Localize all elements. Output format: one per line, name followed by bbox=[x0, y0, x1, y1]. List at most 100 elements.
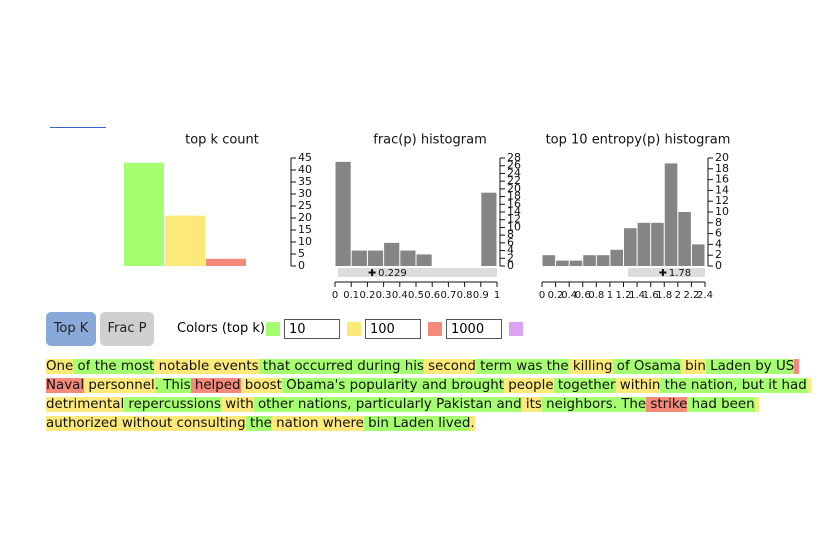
token: term bbox=[475, 359, 512, 374]
token: together bbox=[553, 378, 616, 393]
histogram-bar bbox=[610, 249, 623, 266]
x-tick-label: 1.6 bbox=[643, 290, 659, 301]
x-tick-label: 0.5 bbox=[408, 290, 424, 301]
chart-title: frac(p) histogram bbox=[373, 133, 486, 148]
median-label: 0.229 bbox=[378, 268, 407, 279]
token: events bbox=[209, 359, 259, 374]
token: US bbox=[771, 359, 795, 374]
token: was bbox=[511, 359, 543, 374]
token: Laden bbox=[388, 416, 435, 431]
token: Laden bbox=[705, 359, 752, 374]
token: , bbox=[347, 397, 352, 412]
threshold-input[interactable]: 100 bbox=[365, 319, 421, 339]
token: the bbox=[90, 359, 117, 374]
token: , bbox=[733, 378, 738, 393]
bar bbox=[165, 215, 205, 266]
token: people bbox=[503, 378, 554, 393]
token: by bbox=[751, 359, 772, 374]
range-bar bbox=[628, 268, 705, 277]
token: 's bbox=[334, 378, 346, 393]
y-tick-label: 25 bbox=[298, 199, 312, 212]
y-tick-label: 28 bbox=[507, 151, 521, 164]
x-tick-label: 1 bbox=[494, 290, 500, 301]
token: the bbox=[245, 416, 272, 431]
y-tick-label: 15 bbox=[298, 223, 312, 236]
token: his bbox=[400, 359, 424, 374]
threshold-input[interactable]: 10 bbox=[284, 319, 340, 339]
histogram-bar bbox=[351, 250, 367, 266]
histogram-bar bbox=[596, 255, 610, 266]
token: boost bbox=[240, 378, 282, 393]
x-tick-label: 1 bbox=[607, 290, 613, 301]
token-text: One of the most notable events that occu… bbox=[46, 357, 818, 433]
x-tick-label: 0.2 bbox=[548, 290, 564, 301]
token: but bbox=[737, 378, 765, 393]
token: its bbox=[521, 397, 542, 412]
x-tick-label: 0.7 bbox=[440, 290, 456, 301]
y-tick-label: 6 bbox=[507, 236, 514, 249]
token: One bbox=[46, 359, 74, 374]
bar bbox=[206, 258, 246, 266]
median-marker bbox=[661, 269, 664, 276]
x-tick-label: 2 bbox=[675, 290, 681, 301]
x-tick-label: 1.4 bbox=[629, 290, 645, 301]
token: Osama bbox=[629, 359, 681, 374]
token: during bbox=[352, 359, 401, 374]
button[interactable]: Frac P bbox=[100, 312, 154, 346]
token: without bbox=[117, 416, 173, 431]
y-tick-label: 4 bbox=[507, 244, 514, 257]
histogram-bar bbox=[651, 222, 664, 266]
histogram-bar bbox=[569, 260, 583, 266]
token: . bbox=[154, 378, 159, 393]
token: lived bbox=[434, 416, 471, 431]
chart-title: top 10 entropy(p) histogram bbox=[546, 133, 731, 148]
threshold-input[interactable]: 1000 bbox=[446, 319, 502, 339]
token: brought bbox=[447, 378, 504, 393]
range-bar bbox=[338, 268, 497, 277]
token: consulting bbox=[172, 416, 246, 431]
y-tick-label: 0 bbox=[298, 259, 305, 272]
color-swatch bbox=[266, 322, 280, 336]
x-tick-label: 0.3 bbox=[376, 290, 392, 301]
token: where bbox=[318, 416, 364, 431]
token: . bbox=[470, 416, 475, 431]
token: popularity bbox=[345, 378, 418, 393]
histogram-bar bbox=[335, 161, 351, 266]
token: and bbox=[417, 378, 448, 393]
token: nation bbox=[271, 416, 319, 431]
y-tick-label: 40 bbox=[298, 163, 312, 176]
token: helped bbox=[190, 378, 241, 393]
y-tick-label: 8 bbox=[507, 228, 514, 241]
token: killing bbox=[568, 359, 613, 374]
y-tick-label: 22 bbox=[507, 174, 521, 187]
y-tick-label: 26 bbox=[507, 159, 521, 172]
x-tick-label: 0.2 bbox=[359, 290, 375, 301]
x-tick-label: 0 bbox=[332, 290, 338, 301]
token: second bbox=[423, 359, 476, 374]
token: of bbox=[73, 359, 91, 374]
x-tick-label: 0.8 bbox=[588, 290, 604, 301]
x-tick-label: 0.4 bbox=[561, 290, 577, 301]
token: other bbox=[253, 397, 294, 412]
x-tick-label: 0 bbox=[539, 290, 545, 301]
token: repercussions bbox=[124, 397, 222, 412]
color-swatch bbox=[428, 322, 442, 336]
histogram-bar bbox=[416, 254, 432, 266]
token: that bbox=[258, 359, 291, 374]
x-tick-label: 0.6 bbox=[575, 290, 591, 301]
histogram-bar bbox=[367, 250, 384, 266]
x-tick-label: 0.6 bbox=[424, 290, 440, 301]
token: and bbox=[492, 397, 522, 412]
median-label: 1.78 bbox=[669, 268, 691, 279]
token: The bbox=[617, 397, 647, 412]
y-tick-label: 8 bbox=[715, 216, 722, 229]
token: notable bbox=[154, 359, 210, 374]
button[interactable]: Top K bbox=[46, 312, 96, 346]
token: bin bbox=[363, 416, 389, 431]
histogram-bar bbox=[400, 250, 416, 266]
histogram-bar bbox=[481, 192, 497, 266]
token: had bbox=[687, 397, 717, 412]
token: personnel bbox=[84, 378, 155, 393]
y-tick-label: 16 bbox=[715, 173, 729, 186]
link-underline[interactable] bbox=[50, 127, 106, 128]
